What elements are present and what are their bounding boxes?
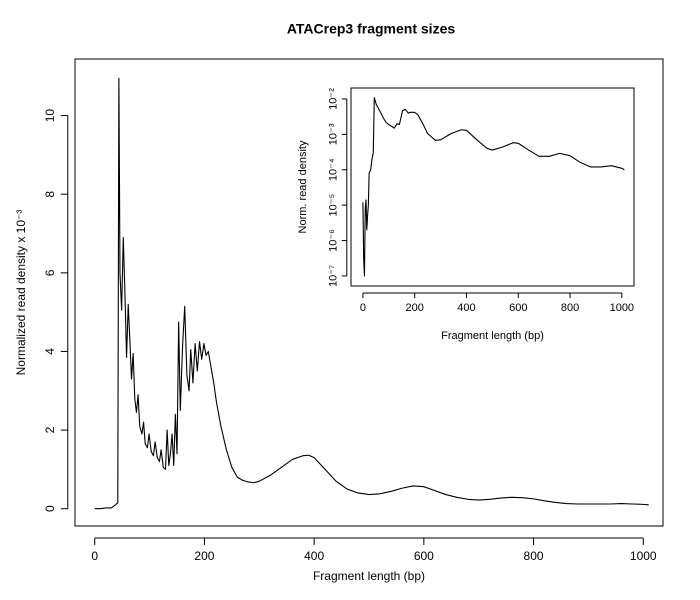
x-tick-label: 200: [406, 302, 424, 314]
x-axis-label: Fragment length (bp): [441, 330, 544, 342]
y-tick-label: 10: [43, 109, 57, 123]
y-tick-label: 0: [43, 505, 57, 512]
x-tick-label: 800: [561, 302, 579, 314]
y-tick-label: 4: [43, 348, 57, 355]
y-tick-label: 6: [43, 269, 57, 276]
x-tick-label: 200: [194, 549, 214, 563]
x-tick-label: 0: [360, 302, 366, 314]
y-tick-label: 10⁻²: [328, 88, 340, 110]
y-axis-label: Normalized read density x 10⁻³: [14, 210, 28, 376]
x-tick-label: 400: [304, 549, 324, 563]
x-tick-label: 400: [457, 302, 475, 314]
x-tick-label: 0: [91, 549, 98, 563]
y-axis-label: Norm. read density: [297, 140, 309, 233]
plot-frame: [350, 87, 635, 287]
x-tick-label: 600: [509, 302, 527, 314]
y-tick-label: 10⁻³: [328, 123, 340, 145]
x-tick-label: 800: [524, 549, 544, 563]
x-tick-label: 1000: [610, 302, 634, 314]
y-tick-label: 10⁻⁷: [328, 265, 340, 287]
plot-frame: [74, 58, 664, 527]
y-tick-label: 8: [43, 191, 57, 198]
chart-title: ATACrep3 fragment sizes: [287, 21, 456, 37]
y-tick-label: 10⁻⁶: [328, 229, 340, 252]
x-tick-label: 600: [414, 549, 434, 563]
data-line: [362, 97, 625, 277]
x-tick-label: 1000: [630, 549, 657, 563]
y-tick-label: 10⁻⁵: [328, 194, 340, 217]
x-axis-label: Fragment length (bp): [313, 569, 425, 583]
data-line: [94, 77, 649, 510]
y-tick-label: 2: [43, 426, 57, 433]
y-tick-label: 10⁻⁴: [328, 158, 340, 181]
